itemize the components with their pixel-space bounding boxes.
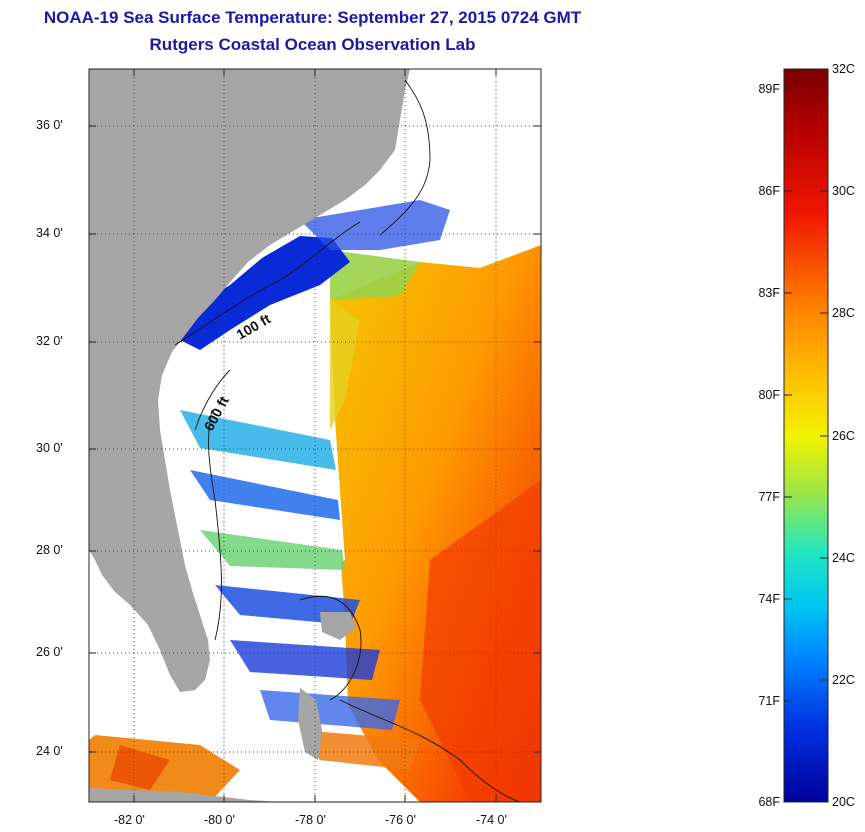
land-mass [89,69,410,692]
bahamas-island [298,688,322,760]
lon-label-78: -78 0' [295,813,326,827]
lat-label-26: 26 0' [36,645,63,659]
colorbar-label-68f: 68F [758,795,780,809]
colorbar-label-83f: 83F [758,286,780,300]
colorbar-label-77f: 77F [758,490,780,504]
colorbar-label-28c: 28C [832,306,855,320]
colorbar-label-89f: 89F [758,82,780,96]
lon-label-76: -76 0' [385,813,416,827]
sst-gulfstream-core [420,480,541,802]
colorbar-label-26c: 26C [832,429,855,443]
colorbar-label-22c: 22C [832,673,855,687]
map-title: NOAA-19 Sea Surface Temperature: Septemb… [43,8,582,27]
colorbar-label-30c: 30C [832,184,855,198]
lat-label-36: 36 0' [36,118,63,132]
colorbar-label-24c: 24C [832,551,855,565]
lon-label-82: -82 0' [114,813,145,827]
cuba-coast [89,788,280,802]
sst-cold-coastal-water [180,236,350,350]
lon-label-74: -74 0' [476,813,507,827]
colorbar-label-32c: 32C [832,62,855,76]
colorbar-label-71f: 71F [758,694,780,708]
lon-label-80: -80 0' [204,813,235,827]
lat-label-34: 34 0' [36,226,63,240]
colorbar-label-86f: 86F [758,184,780,198]
lat-label-32: 32 0' [36,334,63,348]
lat-label-30: 30 0' [36,441,63,455]
colorbar-label-20c: 20C [832,795,855,809]
lat-label-28: 28 0' [36,543,63,557]
map-subtitle: Rutgers Coastal Ocean Observation Lab [149,35,476,54]
map-grid [89,69,541,802]
colorbar-label-80f: 80F [758,388,780,402]
lat-label-24: 24 0' [36,744,63,758]
colorbar-label-74f: 74F [758,592,780,606]
